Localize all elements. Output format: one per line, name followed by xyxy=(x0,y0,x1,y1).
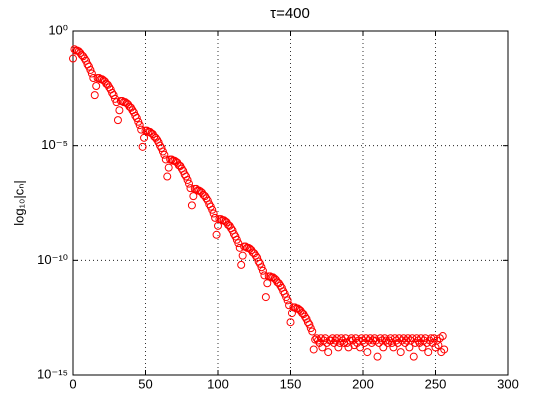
data-point xyxy=(334,343,343,352)
data-point xyxy=(164,163,173,172)
data-point xyxy=(137,125,146,134)
data-point xyxy=(237,260,246,269)
data-point xyxy=(286,318,295,327)
data-point xyxy=(440,345,449,354)
data-point xyxy=(308,327,317,336)
data-point xyxy=(185,179,193,188)
data-point xyxy=(285,301,294,310)
data-point xyxy=(183,175,192,184)
data-point xyxy=(90,91,99,100)
y-tick-label: 10⁻¹⁵ xyxy=(37,366,68,381)
data-point xyxy=(309,345,318,354)
data-point xyxy=(261,293,270,302)
data-point xyxy=(396,348,405,357)
data-point xyxy=(324,348,333,357)
chart-title: τ=400 xyxy=(270,5,310,22)
data-point xyxy=(113,116,122,125)
data-point xyxy=(260,271,269,280)
data-point xyxy=(356,343,365,352)
data-point xyxy=(92,81,101,90)
data-point xyxy=(283,296,292,305)
y-axis-label: log₁₀|cₙ| xyxy=(11,180,26,226)
data-point xyxy=(438,332,447,341)
data-point xyxy=(87,69,96,78)
data-point xyxy=(424,348,433,357)
data-point xyxy=(138,142,147,151)
data-point xyxy=(389,343,398,352)
data-point xyxy=(305,320,314,329)
data-point xyxy=(109,91,118,100)
x-tick-label: 150 xyxy=(280,376,302,391)
data-point xyxy=(186,184,195,193)
data-point xyxy=(163,172,172,181)
x-tick-label: 200 xyxy=(352,376,374,391)
data-point xyxy=(212,230,221,239)
x-tick-label: 100 xyxy=(207,376,229,391)
x-tick-label: 0 xyxy=(69,376,76,391)
data-point xyxy=(69,54,77,63)
data-point xyxy=(135,121,144,130)
data-point xyxy=(373,352,382,361)
data-point xyxy=(258,266,267,275)
data-point xyxy=(257,263,266,272)
data-point xyxy=(379,343,388,352)
y-tick-label: 10⁻¹⁰ xyxy=(37,252,68,267)
data-point xyxy=(256,259,265,268)
y-tick-label: 10⁻⁵ xyxy=(41,137,68,152)
data-point xyxy=(341,334,350,343)
data-point xyxy=(234,239,243,248)
data-point xyxy=(370,334,379,343)
data-point xyxy=(347,334,356,343)
x-tick-label: 300 xyxy=(497,376,519,391)
x-tick-label: 250 xyxy=(425,376,447,391)
data-point xyxy=(115,106,124,115)
data-point xyxy=(421,334,430,343)
data-point xyxy=(211,213,220,222)
x-tick-label: 50 xyxy=(138,376,152,391)
data-point xyxy=(363,348,372,357)
data-point xyxy=(208,205,217,214)
data-point xyxy=(238,251,247,260)
data-point xyxy=(86,65,95,74)
data-point xyxy=(187,201,196,210)
data-point xyxy=(209,209,218,218)
data-point xyxy=(160,150,169,159)
data-point xyxy=(437,348,446,357)
data-point xyxy=(132,114,141,123)
data-point xyxy=(250,249,259,258)
y-tick-label: 10⁰ xyxy=(48,22,68,37)
data-point xyxy=(409,352,418,361)
plot-frame xyxy=(72,30,509,376)
